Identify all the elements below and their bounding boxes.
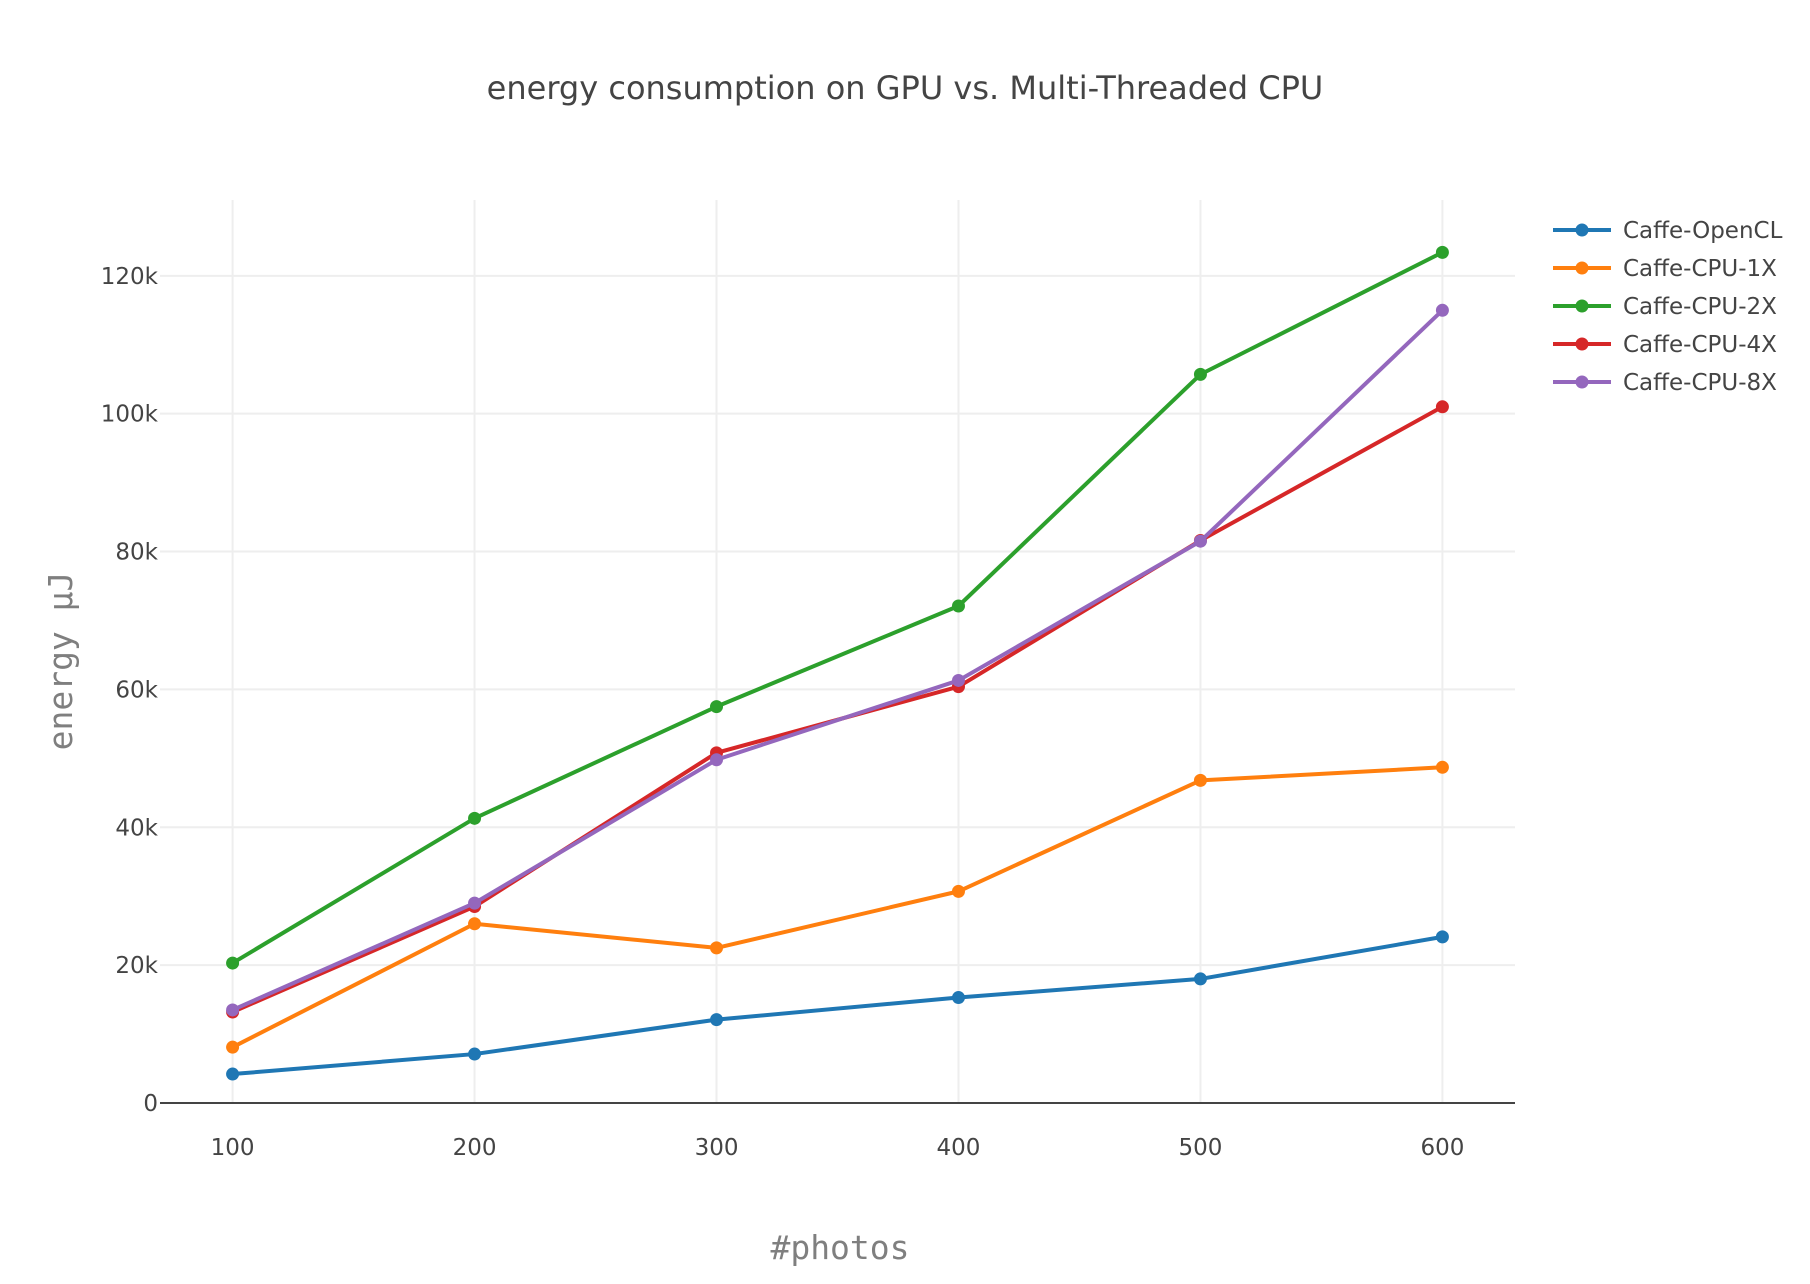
series-lines <box>226 245 1449 1081</box>
data-point-caffe-cpu-8x <box>226 1003 240 1017</box>
data-point-caffe-cpu-4x <box>1435 400 1449 414</box>
data-point-caffe-opencl <box>710 1013 724 1027</box>
legend-item-caffe-cpu-2x[interactable]: Caffe-CPU-2X <box>1553 294 1777 320</box>
data-point-caffe-cpu-1x <box>1435 760 1449 774</box>
legend-item-caffe-opencl[interactable]: Caffe-OpenCL <box>1553 218 1783 244</box>
gridlines <box>160 200 1515 1103</box>
legend-label-caffe-cpu-2x: Caffe-CPU-2X <box>1623 294 1777 320</box>
data-point-caffe-cpu-8x <box>1435 303 1449 317</box>
y-tick-label: 40k <box>115 815 158 841</box>
series-line-caffe-cpu-8x <box>231 308 1444 1012</box>
series-line-caffe-opencl <box>232 934 1443 1077</box>
data-point-caffe-cpu-1x <box>468 917 482 931</box>
series-line-caffe-cpu-1x <box>231 765 1443 1049</box>
data-point-caffe-opencl <box>226 1067 240 1081</box>
legend-label-caffe-cpu-1x: Caffe-CPU-1X <box>1623 256 1777 282</box>
y-tick-label: 80k <box>115 540 158 566</box>
data-point-caffe-opencl <box>1193 972 1207 986</box>
x-tick-label: 600 <box>1420 1135 1464 1161</box>
data-point-caffe-cpu-8x <box>468 896 482 910</box>
series-caffe-opencl <box>226 930 1449 1081</box>
legend: Caffe-OpenCL Caffe-CPU-1X Caffe-CPU-2X Caff… <box>1553 218 1783 396</box>
data-point-caffe-cpu-1x <box>1193 773 1207 787</box>
x-tick-label: 500 <box>1178 1135 1222 1161</box>
x-tick-label: 400 <box>937 1135 981 1161</box>
data-point-caffe-cpu-2x <box>1435 245 1449 259</box>
data-point-caffe-opencl <box>951 991 965 1005</box>
data-point-caffe-cpu-2x <box>951 599 965 613</box>
legend-item-caffe-cpu-4x[interactable]: Caffe-CPU-4X <box>1553 332 1777 358</box>
x-tick-label: 100 <box>211 1135 255 1161</box>
chart-title: energy consumption on GPU vs. Multi-Thre… <box>487 69 1324 107</box>
y-tick-label: 100k <box>101 402 159 428</box>
legend-marker-caffe-cpu-8x <box>1575 375 1589 389</box>
legend-marker-caffe-opencl <box>1575 223 1589 237</box>
data-point-caffe-cpu-1x <box>951 884 965 898</box>
series-caffe-cpu-8x <box>226 303 1449 1017</box>
y-axis-title: energy µJ <box>41 572 80 751</box>
data-point-caffe-cpu-8x <box>951 673 965 687</box>
legend-item-caffe-cpu-1x[interactable]: Caffe-CPU-1X <box>1553 256 1777 282</box>
x-axis-title: #photos <box>770 1228 909 1267</box>
legend-marker-caffe-cpu-1x <box>1575 261 1589 275</box>
series-caffe-cpu-4x <box>226 400 1449 1019</box>
data-point-caffe-cpu-2x <box>1193 367 1207 381</box>
series-caffe-cpu-1x <box>226 760 1449 1054</box>
legend-label-caffe-cpu-4x: Caffe-CPU-4X <box>1623 332 1777 358</box>
axes: 100 200 300 400 500 600 0 20k 40k 60k 80k 100k 120k <box>101 264 1515 1161</box>
data-point-caffe-cpu-1x <box>710 941 724 955</box>
data-point-caffe-cpu-2x <box>226 956 240 970</box>
x-tick-label: 200 <box>453 1135 497 1161</box>
y-tick-label: 0 <box>143 1091 158 1117</box>
legend-label-caffe-cpu-8x: Caffe-CPU-8X <box>1623 370 1777 396</box>
y-tick-label: 120k <box>101 264 159 290</box>
legend-item-caffe-cpu-8x[interactable]: Caffe-CPU-8X <box>1553 370 1777 396</box>
data-point-caffe-opencl <box>468 1047 482 1061</box>
series-line-caffe-cpu-2x <box>231 250 1444 965</box>
data-point-caffe-cpu-8x <box>1193 534 1207 548</box>
series-caffe-cpu-2x <box>226 245 1449 970</box>
data-point-caffe-cpu-1x <box>226 1040 240 1054</box>
data-point-caffe-cpu-2x <box>468 811 482 825</box>
legend-label-caffe-opencl: Caffe-OpenCL <box>1623 218 1783 244</box>
data-point-caffe-cpu-8x <box>710 753 724 767</box>
legend-marker-caffe-cpu-2x <box>1575 299 1589 313</box>
x-tick-label: 300 <box>695 1135 739 1161</box>
legend-marker-caffe-cpu-4x <box>1575 337 1589 351</box>
data-point-caffe-cpu-2x <box>710 700 724 714</box>
y-tick-label: 20k <box>115 953 158 979</box>
y-tick-label: 60k <box>115 677 158 703</box>
data-point-caffe-opencl <box>1435 930 1449 944</box>
